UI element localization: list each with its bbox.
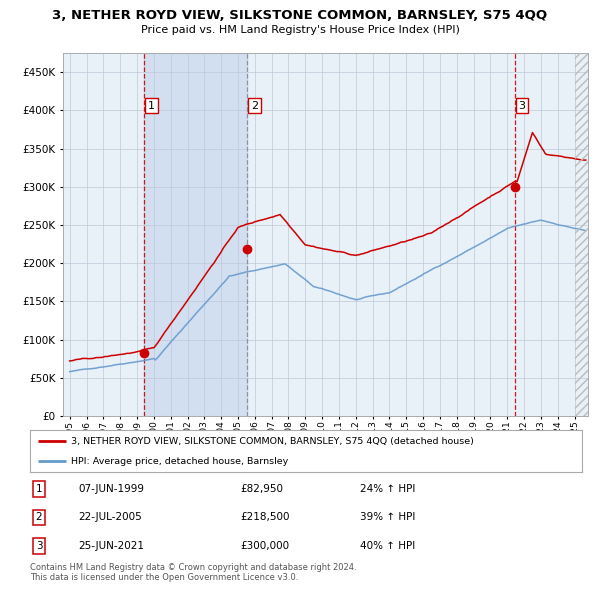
Text: Contains HM Land Registry data © Crown copyright and database right 2024.
This d: Contains HM Land Registry data © Crown c… [30,563,356,582]
Text: 1: 1 [35,484,43,494]
Bar [575,53,600,416]
Text: 24% ↑ HPI: 24% ↑ HPI [360,484,415,494]
Text: 3, NETHER ROYD VIEW, SILKSTONE COMMON, BARNSLEY, S75 4QQ: 3, NETHER ROYD VIEW, SILKSTONE COMMON, B… [52,9,548,22]
Text: 39% ↑ HPI: 39% ↑ HPI [360,513,415,522]
Text: 07-JUN-1999: 07-JUN-1999 [78,484,144,494]
Text: 40% ↑ HPI: 40% ↑ HPI [360,541,415,550]
Text: 25-JUN-2021: 25-JUN-2021 [78,541,144,550]
Text: £82,950: £82,950 [240,484,283,494]
Bar [145,53,247,416]
Text: Price paid vs. HM Land Registry's House Price Index (HPI): Price paid vs. HM Land Registry's House … [140,25,460,35]
Text: £300,000: £300,000 [240,541,289,550]
Text: 3: 3 [35,541,43,550]
Text: 3, NETHER ROYD VIEW, SILKSTONE COMMON, BARNSLEY, S75 4QQ (detached house): 3, NETHER ROYD VIEW, SILKSTONE COMMON, B… [71,437,474,447]
Text: 1: 1 [148,101,155,111]
Text: 3: 3 [518,101,526,111]
Text: 22-JUL-2005: 22-JUL-2005 [78,513,142,522]
Text: HPI: Average price, detached house, Barnsley: HPI: Average price, detached house, Barn… [71,457,289,466]
Text: 2: 2 [35,513,43,522]
Text: 2: 2 [251,101,258,111]
Text: £218,500: £218,500 [240,513,290,522]
